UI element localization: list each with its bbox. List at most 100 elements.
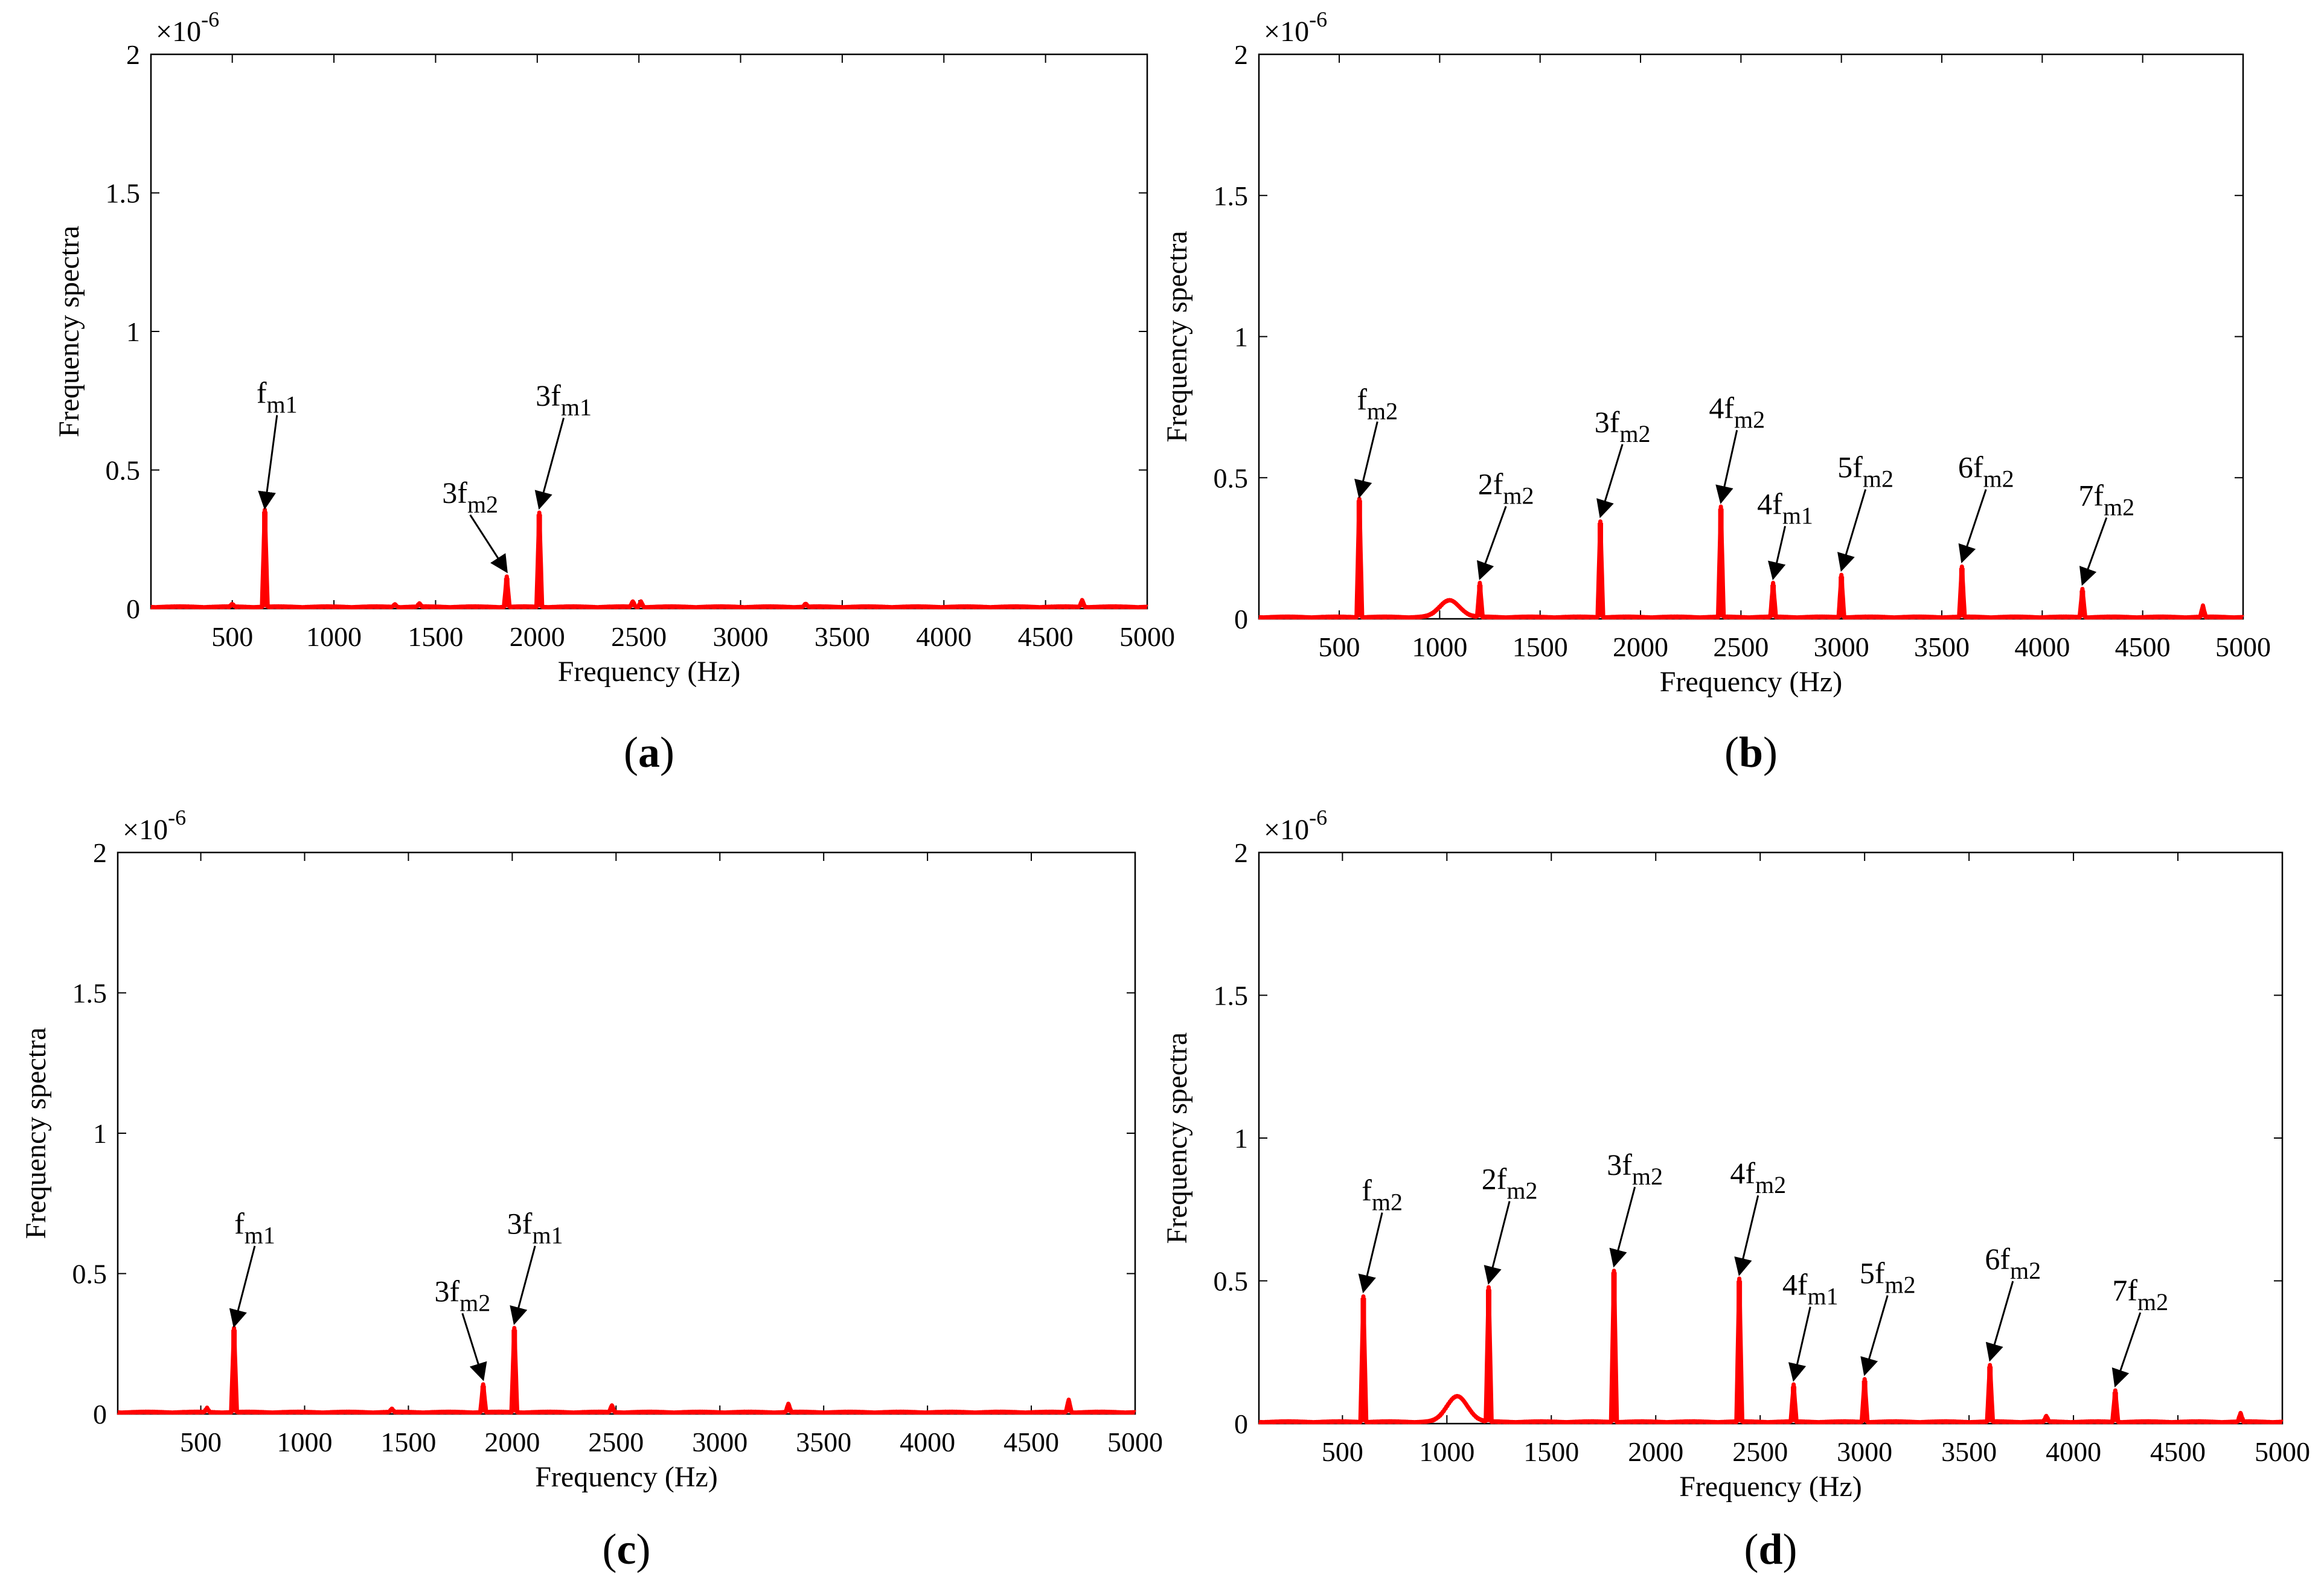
- x-axis-label: Frequency (Hz): [1660, 666, 1843, 698]
- y-scale-label: ×10-6: [123, 805, 186, 846]
- peak-annotation-subscript: m2: [1863, 465, 1893, 493]
- y-scale-label: ×10-6: [1264, 7, 1327, 48]
- x-axis-label: Frequency (Hz): [558, 656, 741, 688]
- x-tick-label: 2000: [484, 1427, 540, 1457]
- y-axis-label: Frequency spectra: [53, 226, 85, 438]
- panel-caption: (a): [624, 728, 674, 776]
- plot-frame: [1258, 851, 2284, 1425]
- peak-annotation: 4fm1: [1782, 1268, 1839, 1310]
- annotation-arrow: [1358, 1212, 1383, 1294]
- x-tick-label: 500: [180, 1427, 222, 1457]
- annotation-arrow: [1837, 489, 1867, 572]
- x-tick-label: 1000: [1412, 632, 1467, 662]
- peak-annotation-subscript: m2: [2104, 493, 2134, 520]
- panel-caption: (d): [1744, 1525, 1797, 1573]
- peak-annotation-subscript: m1: [532, 1222, 563, 1249]
- x-tick-label: 1500: [1523, 1436, 1579, 1467]
- y-scale-exponent: -6: [1309, 805, 1327, 830]
- spectrum-line: [1257, 1268, 2284, 1425]
- y-tick-label: 2: [126, 39, 140, 70]
- peak-annotation-subscript: m2: [1632, 1163, 1663, 1190]
- y-tick-label: 1.5: [106, 178, 141, 209]
- peak-annotation-subscript: m1: [1782, 502, 1813, 529]
- y-tick-label: 1: [126, 316, 140, 347]
- x-tick-label: 2000: [1613, 632, 1668, 662]
- panel-caption-open: (: [624, 728, 638, 776]
- x-tick-label: 4000: [900, 1427, 955, 1457]
- y-tick-label: 1.5: [1214, 181, 1249, 211]
- panel-caption-close: ): [1763, 728, 1778, 776]
- annotation-arrow: [1596, 444, 1624, 519]
- panel-caption-letter: b: [1739, 728, 1763, 776]
- peak-annotation: 3fm2: [442, 476, 498, 518]
- y-tick-label: 2: [1234, 39, 1248, 70]
- x-tick-label: 4000: [2014, 632, 2070, 662]
- annotation-arrow: [1715, 430, 1738, 504]
- peak-annotation: 4fm2: [1730, 1156, 1786, 1198]
- x-tick-label: 3500: [1914, 632, 1970, 662]
- panel-caption-letter: d: [1758, 1525, 1782, 1573]
- peak-annotation-subscript: m2: [1983, 465, 2014, 493]
- y-scale-exponent: -6: [1309, 7, 1327, 31]
- panel-caption: (c): [603, 1525, 651, 1573]
- annotation-arrow: [1354, 421, 1378, 499]
- x-tick-label: 3000: [1814, 632, 1869, 662]
- x-tick-label: 2000: [510, 621, 565, 652]
- y-tick-label: 2: [1234, 837, 1248, 868]
- x-tick-label: 500: [1319, 632, 1360, 662]
- peak-annotation: 2fm2: [1478, 467, 1534, 510]
- y-tick-label: 1: [1234, 322, 1248, 353]
- peak-annotation: 6fm2: [1958, 450, 2014, 493]
- peak-annotation-subscript: m2: [1372, 1189, 1403, 1216]
- x-tick-label: 4500: [2150, 1436, 2206, 1467]
- panel-caption-close: ): [1783, 1525, 1797, 1573]
- y-tick-label: 0.5: [1214, 1266, 1249, 1297]
- peak-annotation-subscript: m2: [1755, 1171, 1786, 1198]
- x-tick-label: 1500: [380, 1427, 436, 1457]
- peak-annotation-subscript: m2: [459, 1289, 490, 1316]
- x-tick-label: 3000: [1837, 1436, 1892, 1467]
- peak-annotation: 5fm2: [1837, 450, 1893, 493]
- y-tick-label: 0: [126, 593, 140, 624]
- y-tick-label: 0: [1234, 604, 1248, 635]
- peak-annotation: fm1: [257, 376, 298, 418]
- y-tick-label: 0.5: [72, 1259, 107, 1290]
- y-tick-label: 2: [93, 837, 107, 868]
- peak-annotation: fm2: [1362, 1174, 1403, 1216]
- annotation-arrow: [469, 514, 508, 574]
- panel-b: 500 1000 1500 2000 2500 3000 3500 4000 4500 5000 0…: [1161, 7, 2271, 776]
- annotation-arrow: [1860, 1295, 1889, 1377]
- peak-annotation-subscript: m2: [1506, 1177, 1537, 1204]
- y-scale-exponent: -6: [168, 805, 186, 830]
- panel-d: 500 1000 1500 2000 2500 3000 3500 4000 4500 5000 0…: [1161, 805, 2310, 1573]
- peak-annotation: fm2: [1357, 382, 1398, 424]
- annotation-arrow: [461, 1313, 487, 1381]
- peak-annotation: 3fm1: [507, 1207, 563, 1249]
- peak-annotation-subscript: m2: [1884, 1271, 1915, 1299]
- annotation-arrow: [510, 1246, 536, 1325]
- x-tick-label: 1500: [408, 621, 463, 652]
- peak-annotation: 4fm1: [1757, 487, 1813, 529]
- y-scale-label: ×10-6: [156, 7, 219, 48]
- y-axis-label: Frequency spectra: [20, 1028, 52, 1239]
- panel-caption-letter: c: [617, 1525, 636, 1573]
- x-tick-label: 1000: [306, 621, 362, 652]
- spectrum-line: [149, 507, 1149, 610]
- x-tick-label: 2500: [1732, 1436, 1788, 1467]
- x-tick-label: 4000: [2046, 1436, 2101, 1467]
- annotation-arrow: [1476, 506, 1507, 581]
- x-tick-label: 1000: [277, 1427, 332, 1457]
- peak-annotation-subscript: m2: [2010, 1257, 2041, 1284]
- x-axis-label: Frequency (Hz): [1679, 1471, 1862, 1503]
- x-tick-label: 5000: [1107, 1427, 1163, 1457]
- peak-annotation-subscript: m2: [1367, 397, 1398, 424]
- peak-annotation: 3fm2: [1607, 1148, 1663, 1190]
- x-tick-label: 5000: [1119, 621, 1175, 652]
- x-tick-label: 4500: [1018, 621, 1074, 652]
- x-tick-label: 2500: [611, 621, 667, 652]
- x-tick-label: 1000: [1419, 1436, 1474, 1467]
- peak-annotation-subscript: m1: [245, 1222, 275, 1249]
- x-tick-label: 3500: [796, 1427, 851, 1457]
- x-tick-label: 500: [1322, 1436, 1363, 1467]
- x-tick-label: 2000: [1628, 1436, 1683, 1467]
